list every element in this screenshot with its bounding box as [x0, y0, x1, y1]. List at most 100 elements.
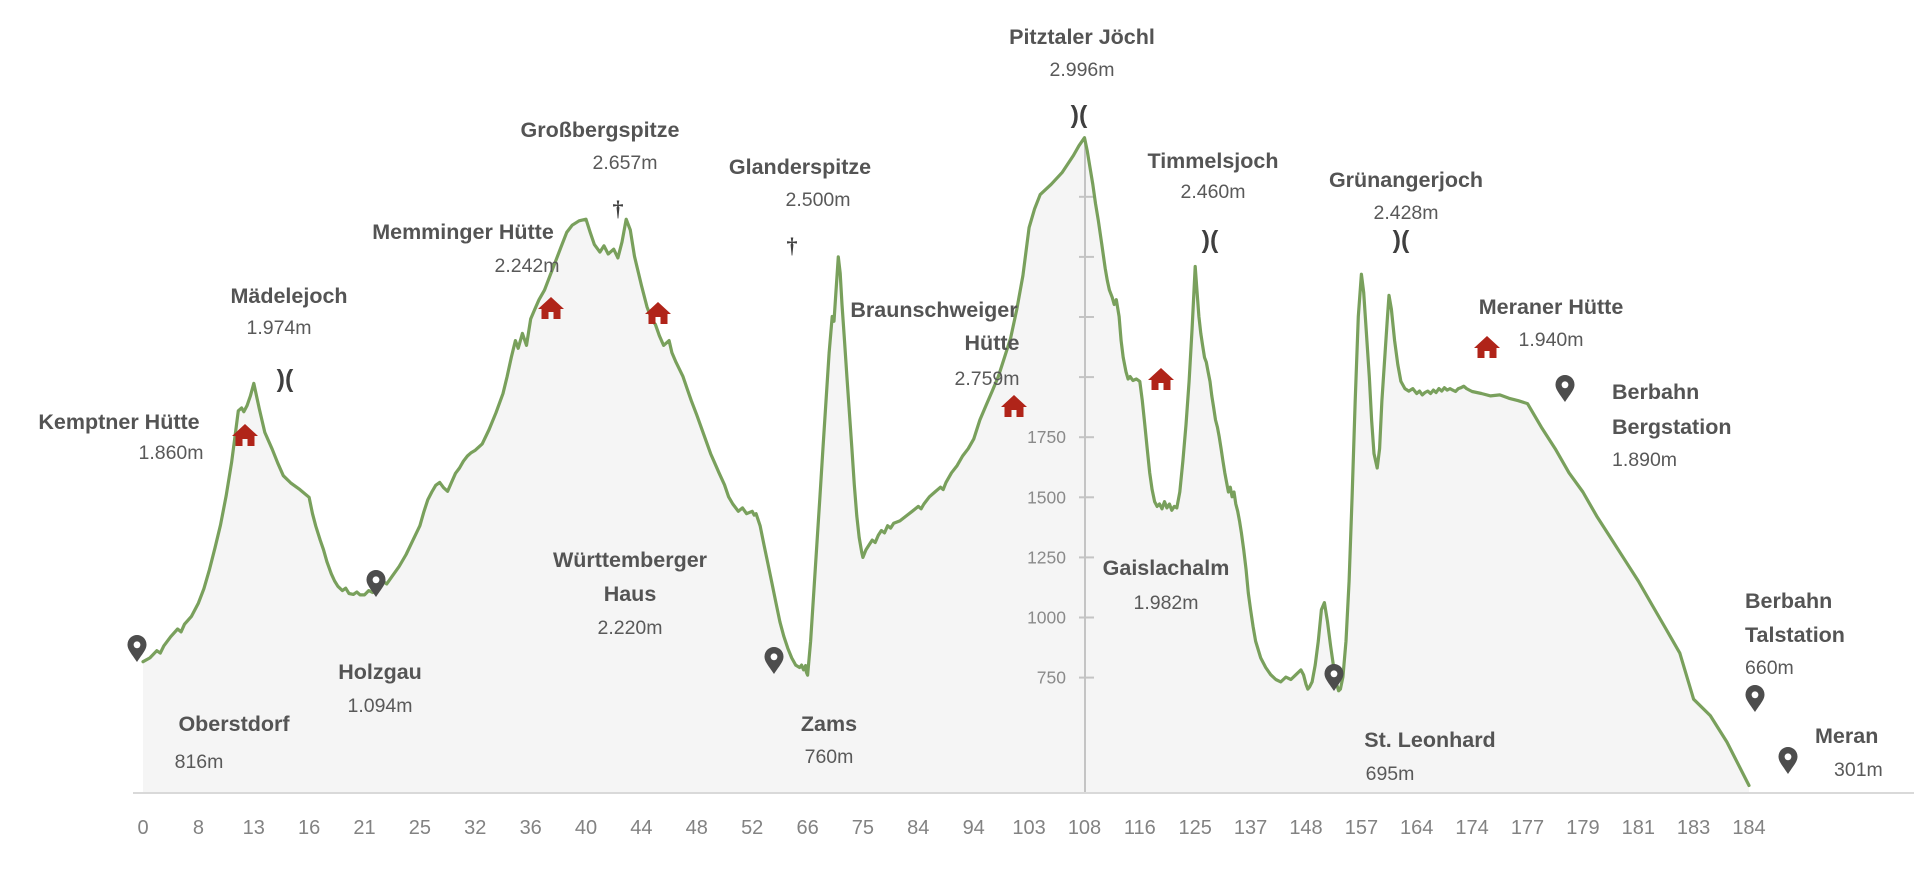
x-axis-label: 157 [1345, 817, 1378, 839]
mountain-pass-icon: )( [1202, 226, 1219, 254]
x-axis-label: 21 [353, 817, 375, 839]
waypoint-name: Meran [1815, 724, 1878, 748]
mountain-pass-icon: )( [277, 365, 294, 393]
pin-icon-hole [770, 653, 778, 661]
waypoint-zams: Zams 760m [764, 647, 857, 768]
x-axis-label: 32 [464, 817, 486, 839]
waypoint-elevation: 2.759m [954, 368, 1019, 390]
waypoint-name: Württemberger [553, 548, 708, 572]
hut-icon [538, 297, 564, 319]
x-axis-label: 181 [1622, 817, 1655, 839]
x-axis-label: 137 [1234, 817, 1267, 839]
x-axis-label: 125 [1179, 817, 1212, 839]
x-axis-label: 116 [1124, 817, 1156, 839]
waypoint-holzgau: Holzgau 1.094m [338, 570, 422, 717]
waypoint-name: Meraner Hütte [1479, 295, 1624, 319]
pin-icon [127, 635, 147, 662]
waypoint-grossbergspitze: Großbergspitze 2.657m † [521, 118, 680, 221]
waypoint-elevation: 760m [805, 746, 854, 768]
waypoint-maedelejoch: Mädelejoch 1.974m )( [230, 284, 347, 393]
pin-icon-hole [372, 576, 380, 584]
x-axis-label: 0 [137, 817, 148, 839]
waypoint-timmelsjoch: Timmelsjoch 2.460m)( [1147, 149, 1278, 254]
waypoint-berbahn-talstation: Berbahn Talstation 660m [1745, 589, 1845, 712]
waypoint-elevation: 2.996m [1049, 59, 1114, 81]
pin-icon [1778, 747, 1798, 774]
x-axis-label: 108 [1068, 817, 1101, 839]
waypoint-elevation: 2.242m [494, 255, 559, 277]
x-axis-label: 164 [1400, 817, 1433, 839]
x-axis-label: 184 [1732, 817, 1765, 839]
y-axis-label: 750 [1037, 668, 1066, 688]
y-axis-label: 1250 [1027, 547, 1066, 567]
waypoint-elevation: 2.220m [597, 617, 662, 639]
pin-icon [366, 570, 386, 597]
pin-icon-hole [1330, 670, 1338, 678]
waypoint-elevation: 816m [175, 751, 224, 773]
waypoint-meraner-huette: Meraner Hütte 1.940m [1474, 295, 1623, 358]
hut-icon [1001, 395, 1027, 417]
y-axis-label: 1750 [1027, 427, 1066, 447]
waypoint-name: St. Leonhard [1364, 728, 1495, 752]
mountain-pass-icon: )( [1071, 101, 1088, 129]
pin-icon [1324, 664, 1344, 691]
waypoint-name: Glanderspitze [729, 155, 871, 179]
mountain-pass-icon: )( [1393, 226, 1410, 254]
waypoint-elevation: 1.940m [1518, 329, 1583, 351]
pin-icon [1745, 685, 1765, 712]
x-axis-label: 52 [741, 817, 763, 839]
waypoint-name: Hütte [965, 331, 1020, 355]
waypoint-st-leonhard: St. Leonhard 695m [1324, 664, 1496, 785]
x-axis-label: 75 [852, 817, 874, 839]
waypoint-elevation: 660m [1745, 657, 1794, 679]
waypoint-name: Kemptner Hütte [38, 410, 199, 434]
x-axis-label: 84 [907, 817, 929, 839]
pin-icon [1555, 375, 1575, 402]
waypoint-elevation: 1.860m [138, 442, 203, 464]
x-axis-label: 103 [1012, 817, 1045, 839]
x-axis-label: 44 [630, 817, 652, 839]
waypoint-elevation: 2.500m [785, 189, 850, 211]
waypoint-berbahn-bergstation: Berbahn Bergstation 1.890m [1555, 375, 1731, 471]
x-axis-label: 179 [1566, 817, 1599, 839]
hut-icon [1474, 336, 1500, 358]
waypoint-elevation: 2.428m [1373, 202, 1438, 224]
waypoint-elevation: 1.890m [1612, 449, 1677, 471]
waypoint-wuerttemberger-haus: Württemberger Haus 2.220m [553, 302, 708, 639]
x-axis-label: 16 [298, 817, 320, 839]
waypoint-elevation: 1.094m [347, 695, 412, 717]
hut-icon [645, 302, 671, 324]
waypoint-name: Holzgau [338, 660, 422, 684]
x-axis-label: 36 [520, 817, 542, 839]
summit-cross-icon: † [787, 233, 798, 258]
waypoint-meran: Meran 301m [1778, 724, 1883, 781]
elevation-line [141, 136, 1751, 788]
waypoint-elevation: 1.974m [246, 317, 311, 339]
waypoint-pitztaler-joechl: Pitztaler Jöchl 2.996m )( [1009, 25, 1155, 129]
waypoint-elevation: 2.460m [1180, 181, 1245, 203]
waypoint-name: Oberstdorf [178, 712, 290, 736]
x-axis-label: 177 [1511, 817, 1544, 839]
waypoint-name: Pitztaler Jöchl [1009, 25, 1155, 49]
waypoint-name: Grünangerjoch [1329, 168, 1483, 192]
waypoint-elevation: 695m [1366, 763, 1415, 785]
x-axis-label: 174 [1455, 817, 1488, 839]
waypoint-name: Talstation [1745, 623, 1845, 647]
pin-icon-hole [1561, 381, 1569, 389]
x-axis-label: 48 [686, 817, 708, 839]
waypoint-gruenangerjoch: Grünangerjoch 2.428m)( [1329, 168, 1483, 254]
waypoint-name: Braunschweiger [850, 298, 1018, 322]
waypoint-name: Haus [604, 582, 657, 606]
pin-icon-hole [1784, 753, 1792, 761]
pin-icon-hole [133, 641, 141, 649]
waypoint-name: Mädelejoch [230, 284, 347, 308]
waypoint-oberstdorf: Oberstdorf 816m [127, 635, 290, 773]
y-axis-label: 1000 [1027, 608, 1066, 628]
waypoint-name: Berbahn [1612, 380, 1699, 404]
hut-icon [232, 424, 258, 446]
waypoint-kemptner-huette: Kemptner Hütte 1.860m [38, 410, 258, 464]
waypoint-name: Memminger Hütte [372, 220, 554, 244]
x-axis-label: 13 [243, 817, 265, 839]
